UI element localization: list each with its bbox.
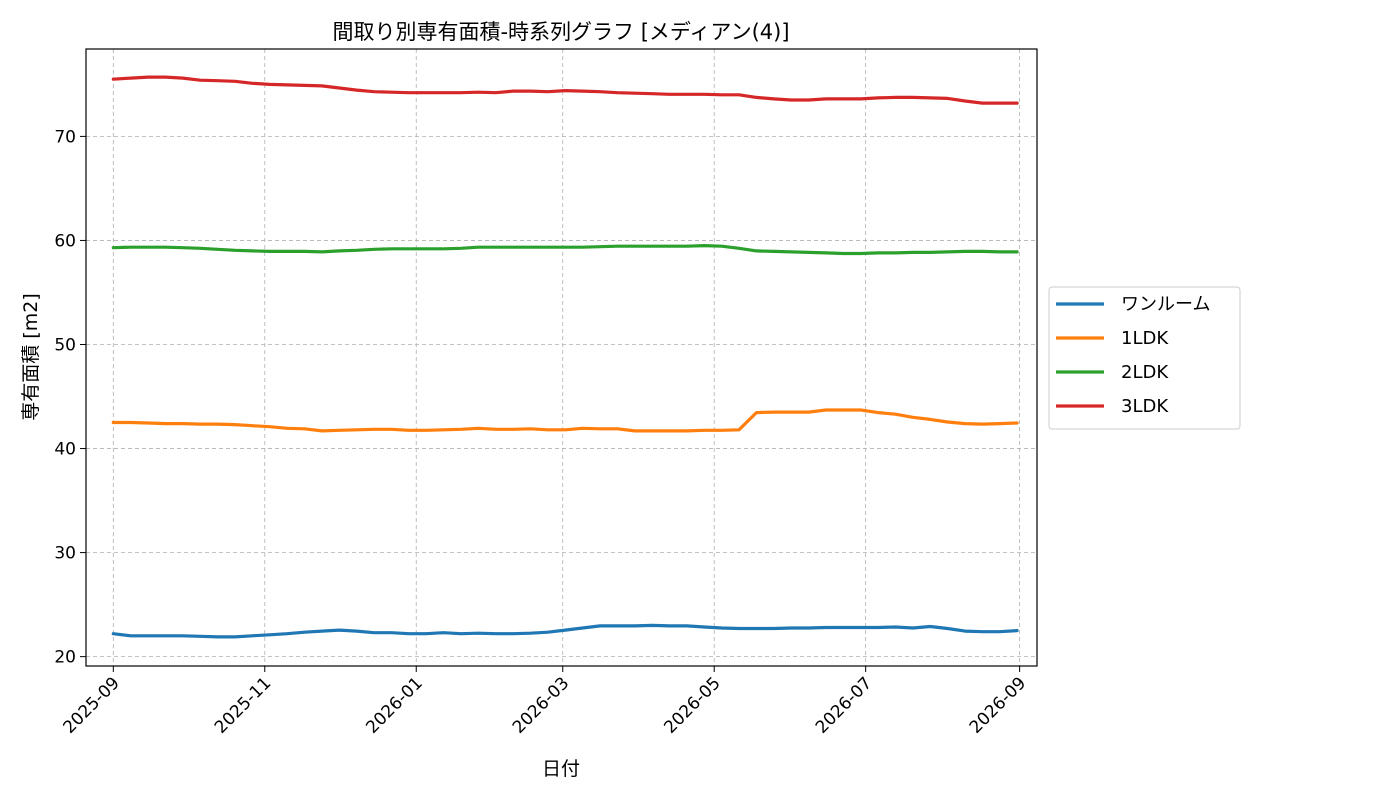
- series-lines: [111, 75, 1019, 639]
- y-axis-title: 専有面積 [m2]: [20, 293, 42, 420]
- legend-box: [1048, 286, 1241, 430]
- series-line-0: [111, 623, 1019, 639]
- plot-frame: [85, 48, 1038, 667]
- chart-title: 間取り別専有面積-時系列グラフ [メディアン(4)]: [332, 20, 789, 44]
- legend-label: 2LDK: [1121, 362, 1169, 383]
- series-line-3: [111, 75, 1019, 105]
- y-tick-label: 60: [54, 231, 76, 251]
- y-tick-label: 50: [54, 335, 76, 355]
- y-tick-label: 30: [54, 544, 76, 564]
- y-tick-label: 40: [54, 440, 76, 460]
- y-tick-label: 70: [54, 127, 76, 147]
- x-axis-title: 日付: [542, 758, 580, 780]
- grid: [86, 49, 1037, 666]
- legend-label: ワンルーム: [1121, 294, 1210, 315]
- legend-label: 3LDK: [1121, 396, 1169, 417]
- legend-label: 1LDK: [1121, 328, 1169, 349]
- series-line-2: [111, 244, 1019, 256]
- legend: ワンルーム 1LDK 2LDK 3LDK: [1048, 286, 1241, 430]
- y-tick-label: 20: [54, 648, 76, 668]
- series-line-1: [111, 408, 1019, 433]
